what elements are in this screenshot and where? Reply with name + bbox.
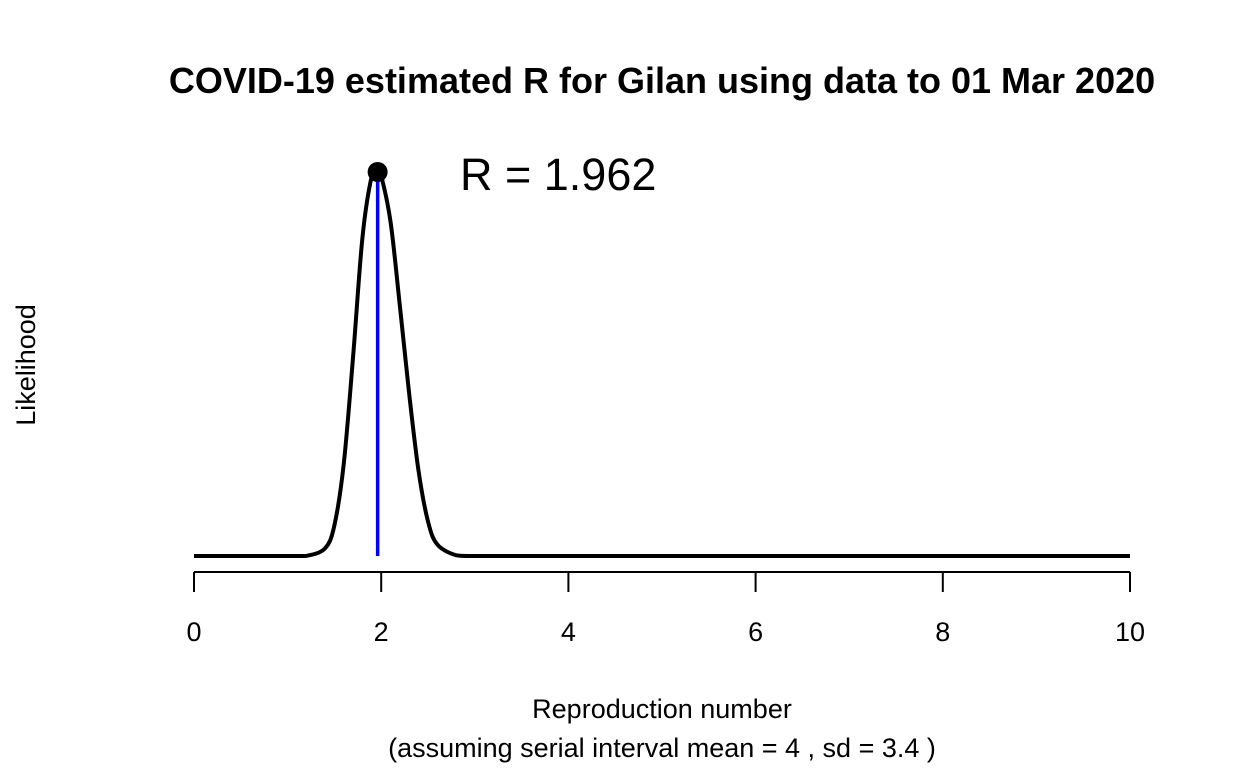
x-tick-label: 0 [186,617,201,647]
likelihood-curve [194,170,1130,559]
x-tick-label: 6 [748,617,763,647]
chart-title: COVID-19 estimated R for Gilan using dat… [169,60,1155,101]
x-tick-label: 10 [1115,617,1145,647]
peak-annotation: R = 1.962 [460,149,656,200]
x-tick-label: 8 [935,617,950,647]
x-axis-sublabel: (assuming serial interval mean = 4 , sd … [388,733,936,763]
x-tick-label: 2 [374,617,389,647]
y-axis-label: Likelihood [11,304,41,426]
x-axis: 0 2 4 6 8 10 [186,571,1145,647]
x-axis-label: Reproduction number [532,694,792,724]
peak-point [367,162,388,182]
x-tick-label: 4 [561,617,576,647]
